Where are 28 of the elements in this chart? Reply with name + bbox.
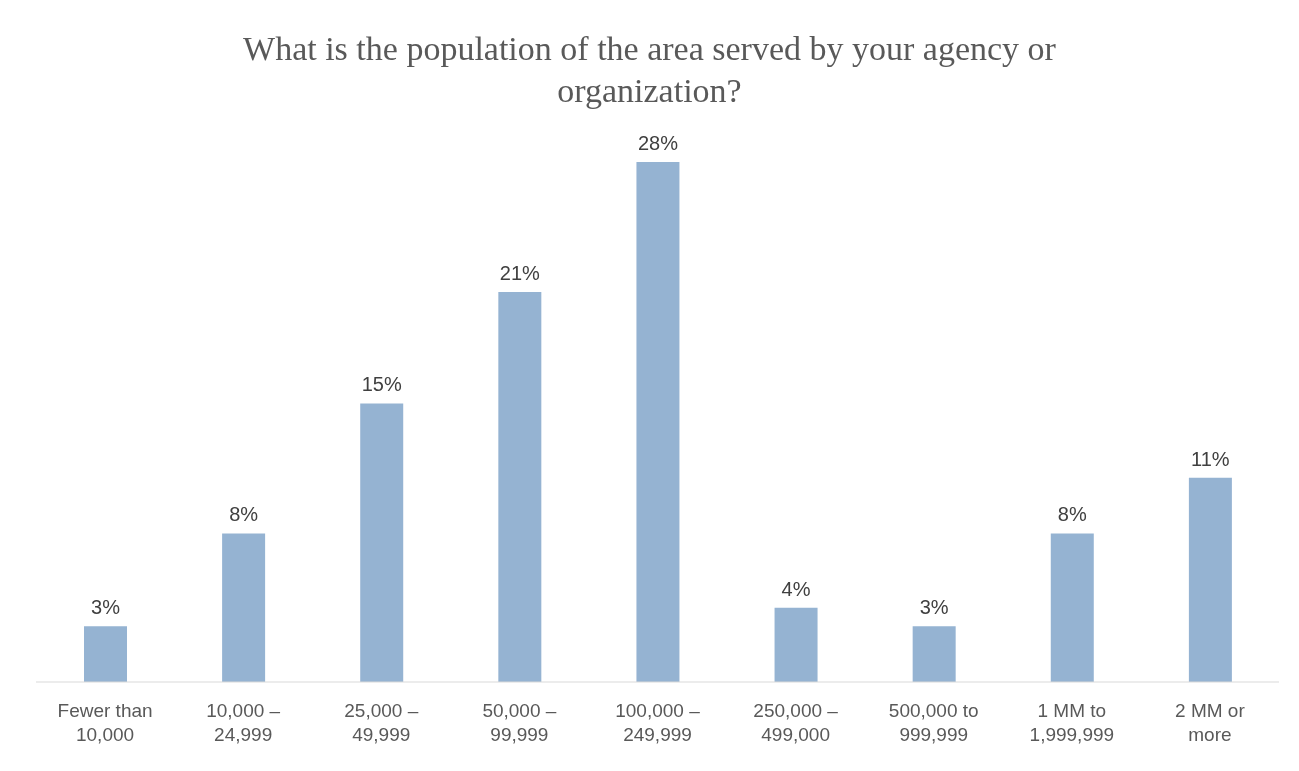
bar [498,292,542,682]
chart-title: What is the population of the area served by your agency or organization? [242,29,1057,111]
data-label: 15% [361,373,402,396]
x-tick-label: 1 MM to 1,999,999 [1029,700,1115,745]
data-label: 11% [1191,447,1230,470]
data-label: 8% [229,503,259,526]
data-label: 21% [499,262,541,284]
bar [636,162,680,682]
data-label: 28% [637,132,679,154]
x-tick-label: Fewer than 10,000 [57,700,153,745]
x-tick-label: 10,000 – 24,999 [206,700,281,745]
bar [912,626,956,682]
bar [774,607,818,682]
bar [222,533,266,682]
data-label: 4% [781,577,811,600]
x-tick-label: 250,000 – 499,000 [753,700,839,745]
x-tick-label: 25,000 – 49,999 [344,700,419,745]
x-tick-label: 2 MM or more [1175,700,1246,745]
bar [1050,533,1094,682]
data-label: 3% [91,596,121,619]
bar [84,626,127,682]
x-tick-label: 50,000 – 99,999 [482,700,557,745]
data-label: 8% [1057,503,1087,526]
x-tick-label: 100,000 – 249,999 [615,700,701,745]
x-tick-label: 500,000 to 999,999 [888,700,979,745]
data-label: 3% [919,596,949,619]
bar [360,403,404,682]
bar [1188,477,1232,682]
